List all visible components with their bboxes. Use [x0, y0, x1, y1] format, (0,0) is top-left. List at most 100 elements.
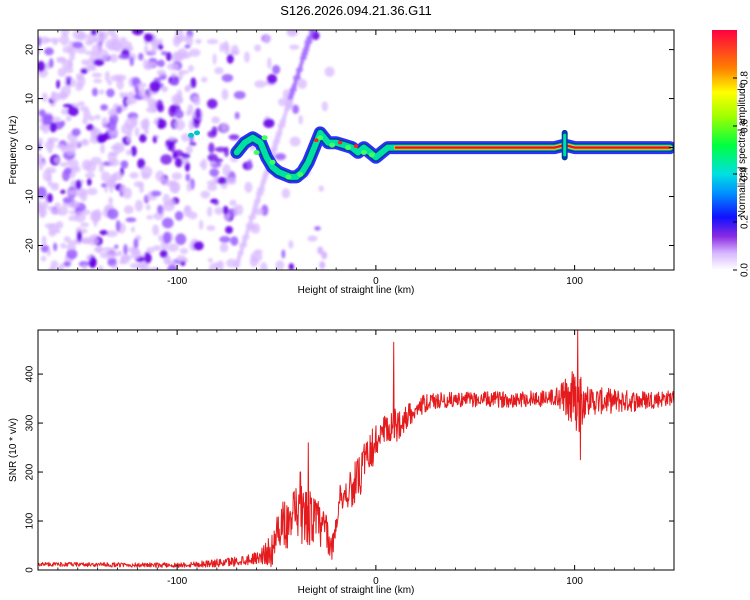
noise-blob — [157, 43, 164, 50]
noise-blob — [108, 119, 117, 131]
noise-blob — [321, 101, 329, 112]
noise-blob — [149, 80, 161, 93]
noise-blob — [138, 133, 147, 143]
noise-blob — [131, 247, 141, 260]
noise-blob — [38, 60, 46, 72]
noise-blob — [42, 169, 52, 182]
noise-blob — [69, 52, 76, 61]
noise-blob — [161, 217, 174, 229]
noise-blob — [94, 114, 101, 120]
noise-blob — [67, 240, 79, 245]
noise-blob — [224, 43, 230, 56]
noise-blob — [76, 32, 88, 41]
noise-blob — [266, 73, 278, 85]
spectrogram-x-ticks: -100 0 100 — [37, 30, 675, 287]
noise-blob — [189, 141, 197, 146]
noise-blob — [219, 235, 231, 243]
spectrogram-blobs — [38, 30, 335, 270]
noise-blob — [214, 207, 223, 215]
streak-blob — [284, 107, 290, 113]
noise-blob — [157, 117, 163, 130]
streak-blob — [288, 91, 295, 97]
noise-blob — [259, 262, 268, 270]
snr-y-tick-label: 300 — [25, 414, 36, 431]
noise-blob — [115, 220, 121, 232]
ridge-hotspot — [285, 174, 292, 180]
noise-blob — [133, 181, 144, 188]
noise-blob — [38, 186, 47, 199]
noise-blob — [51, 116, 62, 122]
noise-blob — [105, 230, 118, 238]
colorbar-label: Normalized spectral amplitude — [737, 82, 748, 217]
noise-blob — [207, 183, 218, 192]
noise-blob — [287, 30, 298, 35]
snr-x-label: Height of straight line (km) — [298, 585, 415, 596]
streak-blob — [244, 230, 250, 236]
streak-blob — [277, 123, 286, 129]
noise-blob — [214, 67, 224, 75]
noise-blob — [200, 190, 211, 199]
noise-blob — [174, 157, 183, 168]
noise-blob — [54, 157, 60, 164]
noise-blob — [41, 235, 47, 247]
streak-blob — [248, 214, 256, 220]
noise-blob — [56, 79, 61, 89]
noise-blob — [49, 122, 57, 133]
noise-blob — [230, 44, 239, 56]
streak-blob — [239, 246, 245, 252]
noise-blob — [180, 35, 189, 42]
noise-blob — [128, 91, 135, 98]
streak-blob — [299, 59, 305, 65]
noise-blob — [90, 156, 102, 165]
ridge-hotspot — [188, 132, 195, 138]
streak-blob — [302, 47, 310, 53]
snr-y-ticks: 0 100 200 300 400 — [25, 365, 674, 573]
noise-blob — [144, 252, 152, 264]
noise-blob — [66, 248, 78, 260]
noise-blob — [104, 70, 110, 83]
spectrogram-x-tick-label: 0 — [373, 276, 379, 287]
noise-blob — [67, 106, 79, 117]
noise-blob — [38, 199, 42, 210]
noise-blob — [221, 88, 229, 101]
streak-blob — [245, 222, 254, 228]
noise-blob — [225, 177, 237, 185]
noise-blob — [100, 183, 107, 188]
snr-x-ticks: -100 0 100 — [37, 330, 675, 587]
streak-blob — [257, 186, 265, 192]
noise-blob — [281, 249, 286, 259]
spectrogram-y-ticks: -20 -10 0 10 20 — [25, 44, 674, 253]
noise-blob — [41, 92, 48, 103]
noise-blob — [207, 258, 213, 263]
noise-blob — [156, 69, 166, 76]
noise-blob — [102, 247, 113, 252]
noise-blob — [250, 251, 263, 263]
colorbar-tick-label: 0.0 — [740, 263, 750, 277]
streak-blob — [239, 242, 248, 248]
noise-blob — [210, 198, 219, 204]
streak-blob — [250, 210, 256, 216]
noise-blob — [157, 204, 164, 215]
snr-panel: -100 0 100 0 100 200 300 400 Height of straigh… — [8, 329, 675, 596]
noise-blob — [146, 246, 155, 254]
streak-blob — [237, 250, 244, 256]
noise-blob — [167, 144, 172, 151]
noise-blob — [42, 116, 54, 121]
noise-blob — [74, 143, 81, 149]
noise-blob — [126, 131, 132, 139]
noise-blob — [134, 126, 140, 137]
noise-blob — [82, 117, 88, 125]
noise-blob — [124, 117, 136, 130]
ridge-hotspot — [317, 135, 324, 141]
noise-blob — [90, 30, 97, 36]
noise-blob — [145, 204, 151, 211]
noise-blob — [172, 35, 181, 47]
noise-blob — [160, 86, 169, 91]
spectrogram-y-tick-label: -20 — [25, 238, 36, 253]
noise-blob-layer — [38, 30, 335, 270]
noise-blob — [169, 181, 181, 193]
noise-blob — [146, 60, 152, 71]
noise-blob — [93, 247, 103, 252]
noise-blob — [54, 202, 61, 208]
